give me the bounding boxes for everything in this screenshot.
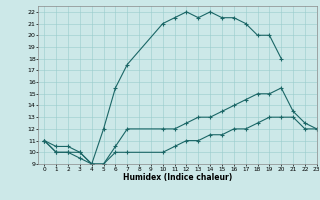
- X-axis label: Humidex (Indice chaleur): Humidex (Indice chaleur): [123, 173, 232, 182]
